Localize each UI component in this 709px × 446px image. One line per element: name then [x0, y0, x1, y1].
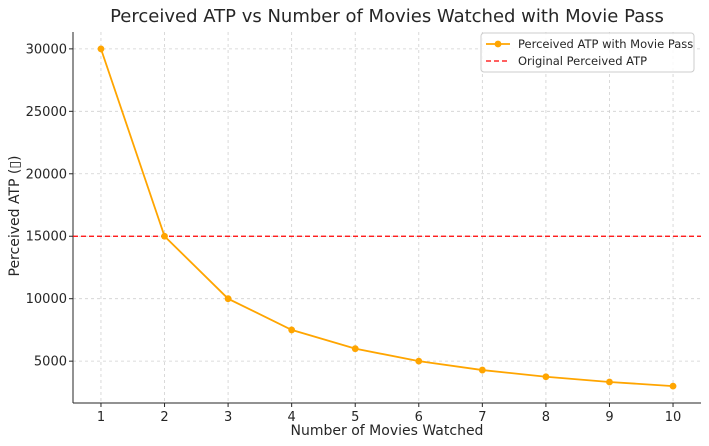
data-point [161, 232, 168, 240]
y-tick-label: 15000 [26, 230, 67, 245]
x-tick-label: 6 [415, 410, 423, 425]
data-point [351, 345, 359, 353]
grid [73, 32, 701, 403]
data-point [478, 366, 486, 374]
x-tick-label: 10 [665, 410, 682, 425]
legend: Perceived ATP with Movie Pass Original Pe… [480, 32, 695, 73]
x-tick-label: 1 [97, 410, 105, 425]
y-tick-label: 30000 [26, 42, 67, 57]
data-point [669, 382, 677, 390]
data-point [606, 378, 613, 386]
data-point [415, 357, 423, 365]
series-line [100, 48, 674, 388]
legend-label: Original Perceived ATP [518, 54, 647, 68]
x-tick-label: 8 [542, 410, 550, 425]
x-tick-label: 4 [288, 410, 296, 425]
series [97, 45, 677, 390]
legend-label: Perceived ATP with Movie Pass [518, 37, 693, 51]
data-point [288, 326, 296, 334]
y-tick-label: 10000 [26, 292, 67, 307]
y-axis-label: Perceived ATP (▯) [7, 155, 23, 276]
x-tick-label: 9 [605, 410, 613, 425]
axes [72, 32, 701, 404]
x-tick-label: 2 [160, 410, 168, 425]
x-axis-label: Number of Movies Watched [291, 423, 484, 439]
x-tick-label: 7 [478, 410, 486, 425]
chart-title: Perceived ATP vs Number of Movies Watche… [110, 6, 664, 27]
y-tick-labels: 5000 10000 15000 20000 25000 30000 [26, 42, 73, 370]
legend-box [480, 32, 695, 73]
legend-marker [494, 40, 502, 48]
x-tick-label: 5 [351, 410, 359, 425]
data-point [97, 45, 105, 53]
y-tick-label: 5000 [34, 355, 67, 370]
x-tick-label: 3 [224, 410, 232, 425]
y-tick-label: 20000 [26, 167, 67, 182]
y-tick-label: 25000 [26, 105, 67, 120]
x-tick-labels: 1 2 3 4 5 6 7 8 9 10 [97, 403, 681, 425]
data-point [224, 295, 232, 303]
data-point [542, 373, 550, 381]
